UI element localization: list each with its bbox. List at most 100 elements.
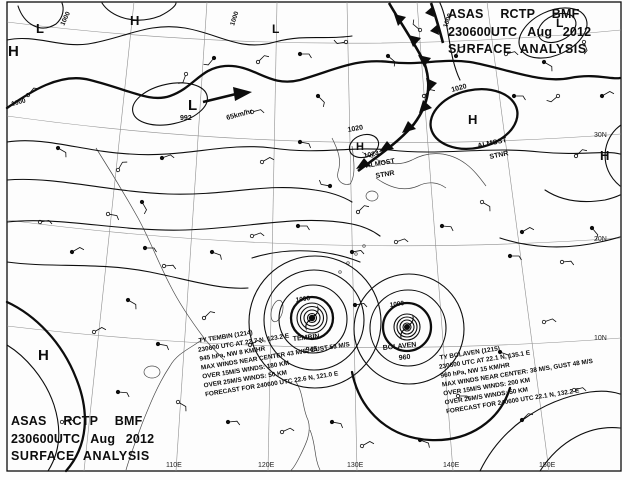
japan-high-pressure: 1024 (363, 150, 380, 160)
station-plot (385, 53, 396, 67)
station-plot (541, 59, 553, 72)
graticule-parallels (6, 21, 622, 348)
lon-label: 130E (347, 462, 364, 469)
low-symbol-topleft: L (36, 21, 44, 36)
station-plot (589, 225, 599, 240)
station-plot (453, 46, 464, 59)
station-plot (329, 419, 344, 429)
cold-front (356, 2, 437, 173)
station-plot (511, 93, 526, 101)
lon-label: 120E (258, 462, 275, 469)
product-id: ASAS RCTP BMF (448, 7, 580, 21)
lat-label: 10N (594, 335, 607, 342)
station-plot (139, 199, 147, 215)
analysis-datetime: 230600UTC Aug 2012 (11, 431, 155, 446)
latitude-labels: 30N 20N 10N (594, 132, 607, 342)
station-plot (519, 227, 535, 235)
lon-label: 140E (443, 462, 460, 469)
station-plot (115, 161, 128, 173)
station-plot (455, 393, 470, 401)
station-plot (297, 51, 312, 59)
low-symbol-topmid: L (272, 22, 279, 36)
low-pressure-value: 992 (180, 115, 192, 122)
typhoon-name-labels: TEMBIN 945 BOLAVEN 960 (292, 333, 416, 362)
station-plot (161, 263, 177, 270)
lat-label: 20N (594, 236, 607, 243)
station-plot (259, 157, 275, 165)
low-movement-arrow (202, 87, 252, 104)
japan-high-status-2: STNR (375, 170, 395, 180)
lon-label: 150E (539, 462, 556, 469)
station-plot (393, 238, 409, 245)
bolaven-outer-isobar-label: 1000 (389, 300, 405, 309)
station-plot (479, 199, 491, 212)
coastlines (95, 137, 487, 472)
japan-high-status-1: ALMOST (365, 158, 396, 170)
station-plot (507, 253, 522, 261)
tembin-pressure-label: 945 (305, 346, 317, 354)
station-plot (439, 223, 454, 232)
station-plot (247, 340, 263, 348)
low-symbol-topright: L (556, 16, 563, 30)
title-block-top-right: ASAS RCTP BMF 230600UTC Aug 2012 SURFACE… (448, 6, 618, 59)
station-plot (318, 179, 333, 189)
station-plot (125, 297, 137, 310)
station-plot (412, 19, 423, 33)
analysis-type: SURFACE ANALYSIS (448, 42, 587, 56)
isobars (5, 2, 622, 473)
station-plot (175, 399, 187, 412)
bolaven-name-label: BOLAVEN (382, 342, 416, 352)
lat-label: 30N (594, 132, 607, 139)
station-plot (279, 427, 295, 435)
analysis-type: SURFACE ANALYSIS (11, 449, 150, 463)
station-plot (559, 259, 575, 266)
title-block-bottom-left: ASAS RCTP BMF 230600UTC Aug 2012 SURFACE… (11, 413, 183, 466)
high-symbol-southwest: H (38, 347, 49, 364)
station-plot (546, 93, 561, 103)
station-plot (497, 349, 510, 360)
high-symbol-east: H (468, 112, 477, 127)
bolaven-pressure-label: 960 (398, 354, 410, 362)
map-border (6, 1, 622, 472)
product-id: ASAS RCTP BMF (11, 414, 143, 428)
station-plot (203, 55, 217, 66)
station-plot (91, 327, 107, 335)
station-plot (249, 109, 265, 115)
bolaven-typhoon-icon (400, 314, 414, 340)
station-plot (297, 139, 312, 149)
station-plot (333, 39, 349, 45)
tembin-isobar-rings (248, 255, 382, 389)
tembin-name-label: TEMBIN (292, 333, 319, 343)
cold-front-secondary (425, 2, 445, 44)
station-plot (55, 145, 67, 158)
station-plot (155, 341, 170, 351)
station-plot (201, 311, 216, 321)
station-plot (503, 51, 519, 57)
longitude-labels: 110E 120E 130E 140E 150E (166, 462, 556, 469)
station-plot (315, 93, 325, 108)
japan-high-isobar-label: 1020 (347, 124, 364, 134)
tembin-typhoon-icon (305, 305, 319, 331)
bolaven-isobar-rings (353, 273, 465, 385)
station-plot (295, 223, 310, 231)
station-plot (249, 232, 265, 239)
low-symbol-yellow-sea: L (188, 97, 197, 114)
isobar-label-top-center: 1000 (229, 10, 240, 26)
east-high-isobar-label: 1020 (451, 83, 468, 94)
east-high-status-1: ALMOST (477, 137, 508, 150)
isobar-label-top-left: 1000 (59, 10, 72, 26)
high-symbol-right-edge: H (600, 148, 609, 163)
east-high-status-2: STNR (489, 150, 509, 161)
station-plot (69, 247, 85, 255)
lon-label: 110E (166, 462, 182, 469)
isobar-label-front-right: 1000 (442, 12, 454, 28)
station-plot (255, 55, 270, 65)
station-plot (105, 211, 120, 221)
station-plot (225, 419, 241, 426)
pressure-centers: H L H L L H H L 992 65km/hr H 1020 1024 … (8, 13, 609, 364)
station-plot (142, 245, 157, 253)
tembin-outer-isobar-label: 1000 (295, 295, 311, 304)
station-plot (355, 205, 370, 215)
